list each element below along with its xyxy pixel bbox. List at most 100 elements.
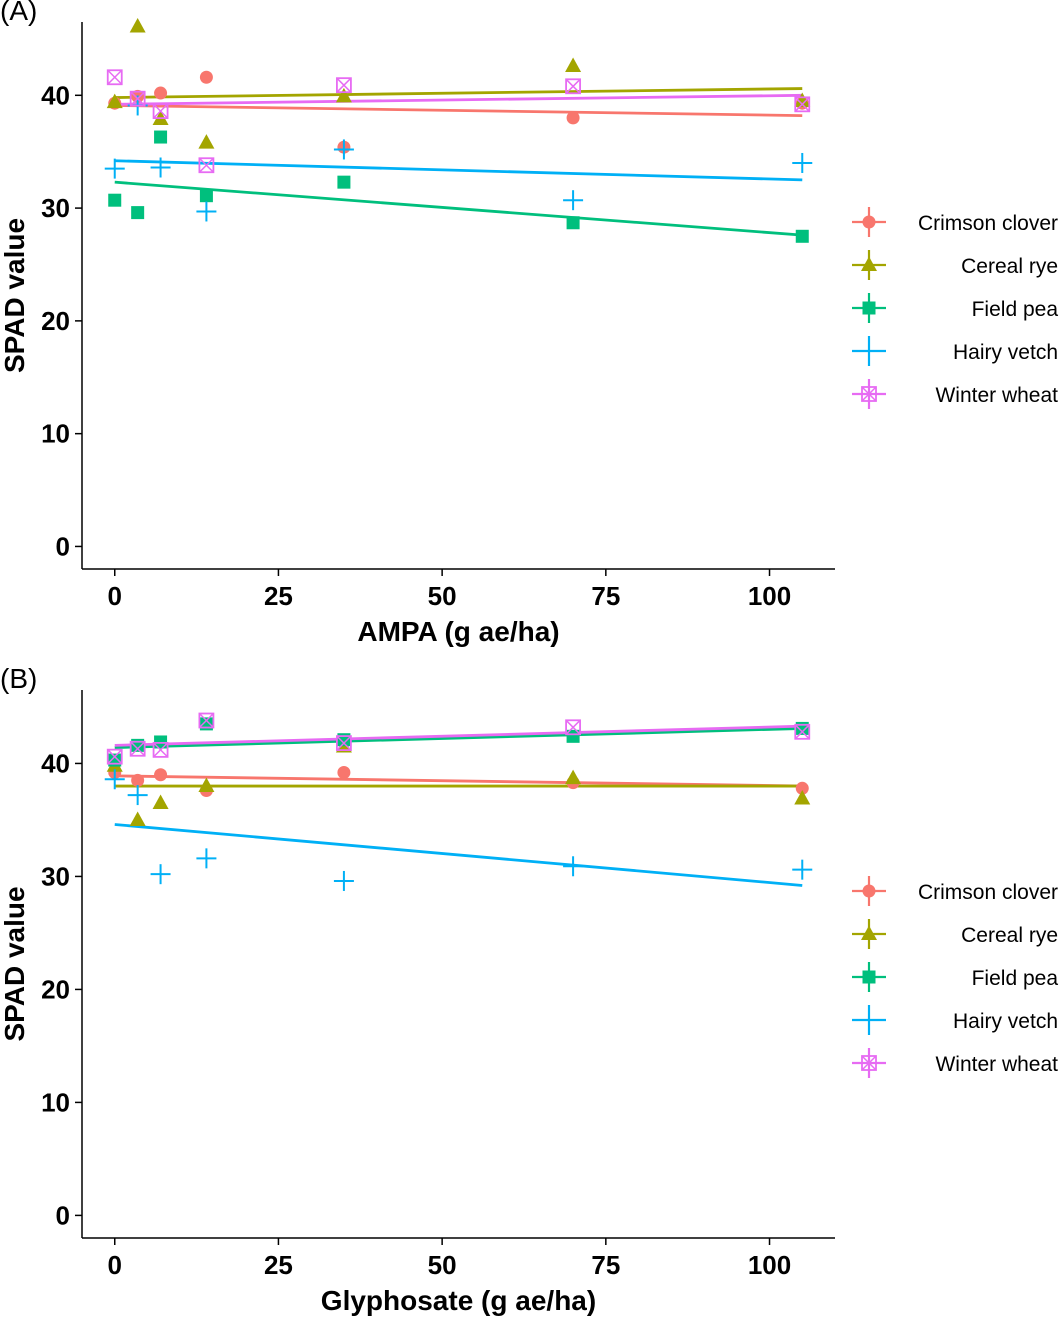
legend-key-cereal-rye-a xyxy=(852,250,886,280)
point-cereal-rye-b-2 xyxy=(152,794,169,809)
point-field-pea-a-2 xyxy=(154,130,168,144)
y-tick-label-b-3: 30 xyxy=(41,861,70,891)
point-hairy-vetch-a-0 xyxy=(104,158,125,179)
fit-line-winter-wheat-a xyxy=(114,93,803,106)
point-winter-wheat-a-6 xyxy=(794,96,811,113)
legend-key-field-pea-b xyxy=(852,962,886,992)
legend-key-hairy-vetch-a xyxy=(852,336,886,366)
legend-key-cereal-rye-b xyxy=(852,919,886,949)
point-crimson-clover-b-6 xyxy=(795,781,809,795)
fit-line-winter-wheat-b xyxy=(114,724,803,747)
legend-label-winter-wheat-a: Winter wheat xyxy=(935,384,1058,407)
y-axis-title-b: SPAD value xyxy=(0,886,30,1041)
legend-label-winter-wheat-b: Winter wheat xyxy=(935,1053,1058,1076)
legend-label-hairy-vetch-a: Hairy vetch xyxy=(953,341,1058,364)
point-winter-wheat-b-1 xyxy=(129,740,146,757)
fit-line-field-pea-a xyxy=(114,180,803,237)
point-winter-wheat-a-2 xyxy=(152,103,169,119)
point-crimson-clover-a-5 xyxy=(566,111,580,125)
legend-key-cereal-rye-b-glyph xyxy=(861,925,877,940)
legend-key-field-pea-a-glyph xyxy=(862,301,876,315)
point-hairy-vetch-b-4 xyxy=(333,870,354,891)
point-winter-wheat-b-5 xyxy=(565,719,581,736)
point-cereal-rye-a-5 xyxy=(565,57,582,72)
point-winter-wheat-a-1 xyxy=(129,90,146,107)
legend-key-hairy-vetch-b xyxy=(852,1005,886,1035)
legend-label-cereal-rye-a: Cereal rye xyxy=(961,255,1058,278)
point-cereal-rye-a-4 xyxy=(335,87,352,103)
x-tick-label-b-3: 75 xyxy=(591,1250,620,1280)
legend-label-cereal-rye-b: Cereal rye xyxy=(961,924,1058,947)
fit-line-field-pea-b xyxy=(114,727,803,750)
point-crimson-clover-a-2 xyxy=(154,86,168,100)
point-hairy-vetch-a-2 xyxy=(150,157,171,178)
point-hairy-vetch-a-4 xyxy=(333,139,354,160)
legend-label-hairy-vetch-b: Hairy vetch xyxy=(953,1010,1058,1033)
point-cereal-rye-b-5 xyxy=(565,769,582,785)
point-field-pea-b-4 xyxy=(337,733,351,747)
point-hairy-vetch-b-3 xyxy=(196,848,217,869)
point-winter-wheat-b-0 xyxy=(106,748,123,765)
point-winter-wheat-b-4 xyxy=(336,735,352,752)
point-field-pea-b-5 xyxy=(566,729,580,743)
point-winter-wheat-a-5 xyxy=(565,78,581,95)
legend-key-winter-wheat-a xyxy=(852,379,886,409)
fit-line-hairy-vetch-a xyxy=(114,159,803,182)
y-tick-label-b-0: 0 xyxy=(56,1200,70,1230)
point-field-pea-a-6 xyxy=(795,229,809,243)
point-hairy-vetch-b-1 xyxy=(127,785,148,806)
x-tick-label-a-4: 100 xyxy=(748,581,791,611)
x-tick-label-a-3: 75 xyxy=(591,581,620,611)
point-hairy-vetch-a-6 xyxy=(792,152,813,173)
point-hairy-vetch-b-2 xyxy=(150,864,171,885)
y-tick-label-a-2: 20 xyxy=(41,306,70,336)
legend-label-crimson-clover-a: Crimson clover xyxy=(918,212,1058,235)
y-tick-label-a-4: 40 xyxy=(41,80,70,110)
panel-a: (A) 0 10 20 30 40 0 25 50 75 100 AMPA (g ae/ha) SPAD… xyxy=(0,0,1058,647)
point-crimson-clover-a-3 xyxy=(199,70,213,84)
point-cereal-rye-b-1 xyxy=(129,811,146,826)
point-cereal-rye-a-6 xyxy=(794,92,811,107)
point-field-pea-a-1 xyxy=(131,206,145,220)
point-cereal-rye-a-3 xyxy=(198,134,215,149)
point-field-pea-a-5 xyxy=(566,216,580,230)
legend-key-crimson-clover-a-glyph xyxy=(862,215,876,229)
panel-label-b: (B) xyxy=(0,663,37,694)
x-tick-label-b-0: 0 xyxy=(108,1250,122,1280)
legend-label-field-pea-b: Field pea xyxy=(972,967,1059,990)
x-tick-label-b-1: 25 xyxy=(264,1250,293,1280)
point-winter-wheat-a-3 xyxy=(198,157,215,174)
point-field-pea-a-4 xyxy=(337,175,351,189)
point-winter-wheat-b-3 xyxy=(198,712,215,729)
y-tick-label-a-3: 30 xyxy=(41,193,70,223)
point-field-pea-b-3 xyxy=(199,717,213,731)
legend-key-field-pea-a xyxy=(852,293,886,323)
panel-b: (B) 0 10 20 30 40 0 25 50 75 100 Glyphosate (g ae/h… xyxy=(0,663,1058,1316)
point-hairy-vetch-a-5 xyxy=(563,190,584,211)
legend-key-cereal-rye-a-glyph xyxy=(861,256,877,271)
fit-line-crimson-clover-a xyxy=(114,104,803,118)
y-tick-label-a-1: 10 xyxy=(41,419,70,449)
point-winter-wheat-a-4 xyxy=(336,77,352,94)
point-field-pea-a-3 xyxy=(199,189,213,203)
point-field-pea-a-0 xyxy=(108,193,122,207)
legend-key-crimson-clover-b xyxy=(852,876,886,906)
point-winter-wheat-b-2 xyxy=(152,741,169,758)
point-cereal-rye-b-3 xyxy=(198,777,215,793)
x-axis-title-b: Glyphosate (g ae/ha) xyxy=(321,1285,596,1316)
point-field-pea-b-2 xyxy=(154,735,168,749)
point-crimson-clover-b-1 xyxy=(131,773,145,787)
legend-key-crimson-clover-b-glyph xyxy=(862,884,876,898)
point-hairy-vetch-b-5 xyxy=(563,856,584,877)
legend-key-crimson-clover-a xyxy=(852,207,886,237)
fit-line-cereal-rye-a xyxy=(114,87,803,99)
y-tick-label-b-1: 10 xyxy=(41,1087,70,1117)
fit-line-crimson-clover-b xyxy=(114,774,803,788)
y-tick-label-a-0: 0 xyxy=(56,531,70,561)
point-cereal-rye-b-6 xyxy=(794,789,811,805)
point-field-pea-b-0 xyxy=(108,753,122,767)
x-tick-label-a-2: 50 xyxy=(428,581,457,611)
point-hairy-vetch-b-0 xyxy=(104,769,125,790)
point-winter-wheat-a-0 xyxy=(106,69,123,86)
